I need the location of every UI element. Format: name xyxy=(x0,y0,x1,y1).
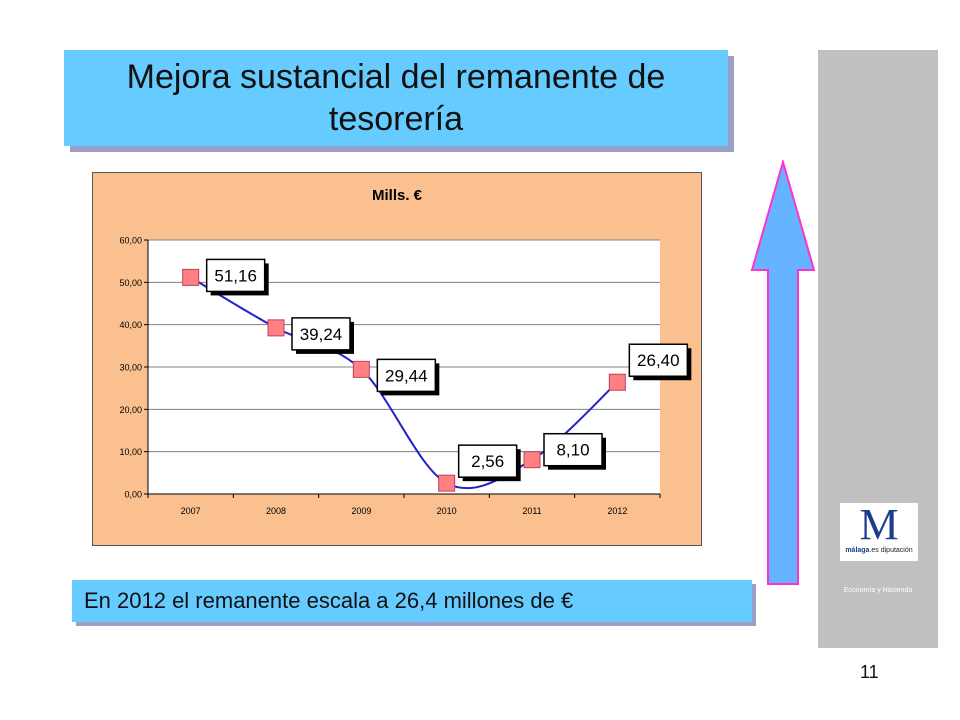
data-label: 2,56 xyxy=(471,452,504,471)
footer-box: En 2012 el remanente escala a 26,4 millo… xyxy=(72,580,752,622)
x-tick-label: 2010 xyxy=(437,506,457,516)
slide-title-box: Mejora sustancial del remanente de tesor… xyxy=(64,50,728,146)
data-marker xyxy=(267,319,285,337)
data-marker xyxy=(438,474,456,492)
logo-letter: M xyxy=(859,500,899,549)
side-panel: M málaga.es diputación Economía y Hacien… xyxy=(818,50,938,648)
x-tick-label: 2008 xyxy=(266,506,286,516)
y-tick-label: 0,00 xyxy=(124,490,142,500)
data-label: 8,10 xyxy=(556,441,589,460)
up-arrow xyxy=(750,160,816,585)
data-label-box xyxy=(457,444,518,478)
x-tick-label: 2012 xyxy=(607,506,627,516)
logo-brand-bold: málaga xyxy=(845,547,870,554)
y-tick-label: 60,00 xyxy=(119,236,142,246)
data-label-box xyxy=(291,317,351,351)
chart: Mills. € 0,00 10,00 20,00 30,00 40,00 50,00 60… xyxy=(92,172,702,546)
data-marker xyxy=(352,360,370,378)
data-marker xyxy=(608,373,626,391)
y-tick-label: 30,00 xyxy=(119,363,142,373)
chart-title: Mills. € xyxy=(372,187,423,204)
x-tick-label: 2007 xyxy=(181,506,201,516)
data-labels: 51,16 39,24 29,44 2,56 8,10 26,40 xyxy=(205,258,692,482)
x-tick-label: 2009 xyxy=(351,506,371,516)
logo-brand-rest: .es diputación xyxy=(869,547,913,554)
x-tick-label: 2011 xyxy=(522,506,541,516)
data-label: 26,40 xyxy=(637,351,680,370)
data-marker xyxy=(523,451,541,469)
side-caption: Economía y Hacienda xyxy=(843,587,913,594)
data-label-box xyxy=(205,258,266,293)
data-label: 51,16 xyxy=(214,266,257,285)
y-tick-label: 10,00 xyxy=(119,447,142,457)
logo-text: málaga.es diputación xyxy=(840,547,918,554)
axes: 0,00 10,00 20,00 30,00 40,00 50,00 60,00 2007 20… xyxy=(119,236,661,516)
data-label: 39,24 xyxy=(300,325,343,344)
y-tick-label: 40,00 xyxy=(119,320,142,330)
y-tick-label: 20,00 xyxy=(119,405,142,415)
data-label-box xyxy=(376,358,437,393)
data-label-box xyxy=(543,432,603,467)
y-tick-label: 50,00 xyxy=(119,278,142,288)
slide-title: Mejora sustancial del remanente de tesor… xyxy=(126,58,666,138)
data-label-box xyxy=(628,343,689,377)
up-arrow-shape xyxy=(750,160,816,585)
markers xyxy=(182,268,626,492)
footer-text: En 2012 el remanente escala a 26,4 millo… xyxy=(84,588,574,613)
data-label: 29,44 xyxy=(385,366,428,385)
page-number: 11 xyxy=(860,662,879,682)
data-marker xyxy=(182,268,200,286)
malaga-logo: M málaga.es diputación xyxy=(840,503,918,561)
